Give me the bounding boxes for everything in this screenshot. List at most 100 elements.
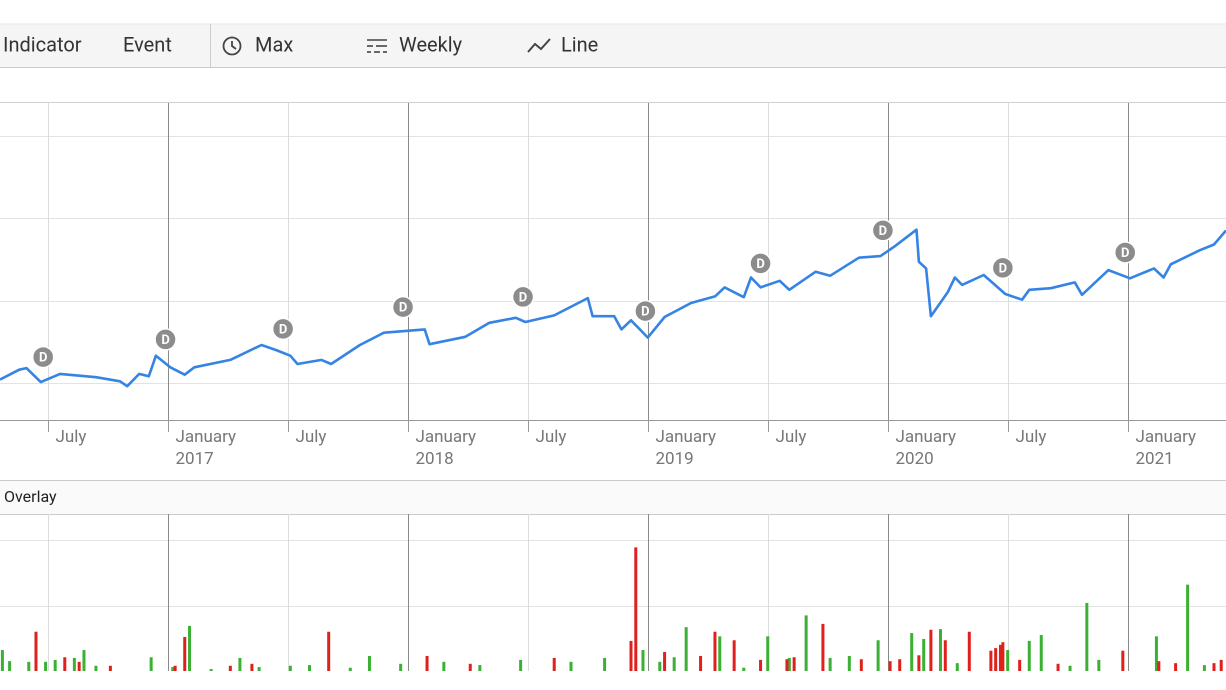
event-marker: [749, 252, 772, 275]
volume-bar: [1157, 661, 1161, 671]
volume-bar: [804, 615, 808, 671]
volume-bar: [876, 640, 880, 671]
volume-bar: [188, 625, 192, 671]
volume-bar: [72, 657, 76, 671]
x-tick-label: January 2018: [416, 427, 477, 469]
event-label: D: [756, 257, 764, 272]
event-label: D: [399, 301, 407, 316]
overlay-header: [0, 480, 1226, 514]
x-tick-label: July: [776, 427, 807, 447]
volume-bar: [228, 665, 232, 671]
volume-bar: [1174, 663, 1178, 671]
volume-bar: [787, 657, 791, 671]
volume-bar: [938, 629, 942, 671]
volume-bar: [742, 667, 746, 671]
volume-bar: [519, 659, 523, 671]
volume-bar: [785, 659, 789, 671]
volume-bar: [399, 663, 403, 671]
volume-bar: [307, 665, 311, 671]
volume-bar: [552, 657, 556, 671]
volume-bar: [63, 657, 67, 671]
x-tick-label: January 2019: [656, 427, 717, 469]
x-tick-label: July: [1016, 427, 1047, 447]
volume-bar: [828, 657, 832, 671]
volume-bar: [442, 661, 446, 671]
volume-bar: [327, 631, 331, 671]
volume-bar: [209, 669, 213, 671]
volume-bar: [108, 665, 112, 671]
volume-bar: [1001, 642, 1005, 671]
volume-bar: [718, 636, 722, 671]
indicator-button[interactable]: Indicator: [3, 32, 82, 56]
volume-bar: [171, 667, 175, 671]
volume-bar: [1202, 665, 1206, 671]
volume-bar: [998, 644, 1002, 671]
volume-bar: [1056, 663, 1060, 671]
volume-bar: [77, 661, 81, 671]
volume-bar: [603, 657, 607, 671]
volume-bar: [250, 663, 254, 671]
volume-bar: [1006, 650, 1010, 671]
range-button[interactable]: Max: [255, 32, 293, 56]
volume-bar: [1027, 640, 1031, 671]
volume-bar: [53, 659, 57, 671]
volume-bar: [1219, 659, 1223, 671]
toolbar: [0, 24, 1226, 67]
event-label: D: [519, 290, 527, 305]
overlay-title: Overlay: [4, 487, 57, 506]
volume-bar: [658, 661, 662, 671]
event-marker: [871, 219, 895, 242]
price-line: [0, 228, 1226, 388]
volume-bar: [634, 547, 638, 671]
volume-bar: [478, 665, 482, 671]
volume-bar: [1085, 602, 1089, 671]
event-label: D: [879, 224, 887, 239]
volume-bar: [1121, 650, 1125, 671]
x-tick-label: July: [296, 427, 327, 447]
volume-bar: [288, 665, 292, 671]
chart-type-button[interactable]: Line: [561, 32, 598, 56]
volume-bar: [1068, 665, 1072, 671]
volume-bar: [713, 631, 717, 671]
event-button[interactable]: Event: [123, 32, 172, 56]
volume-bar: [1186, 584, 1190, 671]
event-label: D: [279, 322, 287, 337]
volume-bar: [468, 663, 472, 671]
volume-bar: [967, 631, 971, 671]
volume-bar: [1212, 663, 1216, 671]
volume-bar: [663, 652, 667, 671]
event-marker: [511, 285, 535, 309]
volume-bar: [943, 640, 947, 671]
volume-bar: [684, 627, 688, 671]
volume-bar: [994, 648, 998, 671]
volume-bar: [8, 661, 12, 671]
event-marker: [391, 295, 415, 319]
volume-bar: [1018, 659, 1022, 671]
event-marker: [31, 345, 55, 369]
volume-bar: [989, 650, 993, 671]
volume-bar: [367, 655, 371, 671]
volume-bar: [672, 657, 676, 671]
volume-bar: [641, 650, 645, 671]
event-label: D: [641, 305, 649, 320]
clock-icon: [222, 36, 242, 56]
volume-bar: [766, 636, 770, 671]
event-label: D: [161, 333, 169, 348]
x-tick-label: July: [56, 427, 87, 447]
volume-bar: [732, 640, 736, 671]
interval-button[interactable]: Weekly: [399, 32, 463, 56]
volume-bar: [425, 655, 429, 671]
interval-icon: [367, 39, 387, 53]
event-marker: [1113, 241, 1137, 264]
event-marker: [991, 256, 1015, 280]
volume-bar: [629, 640, 633, 671]
line-icon: [527, 38, 551, 53]
event-label: D: [999, 261, 1007, 276]
volume-bar: [149, 657, 153, 671]
event-label: D: [1121, 246, 1129, 261]
volume-bar: [929, 629, 933, 671]
volume-bar: [910, 633, 914, 671]
x-tick-label: July: [536, 427, 567, 447]
volume-bar: [759, 659, 763, 671]
